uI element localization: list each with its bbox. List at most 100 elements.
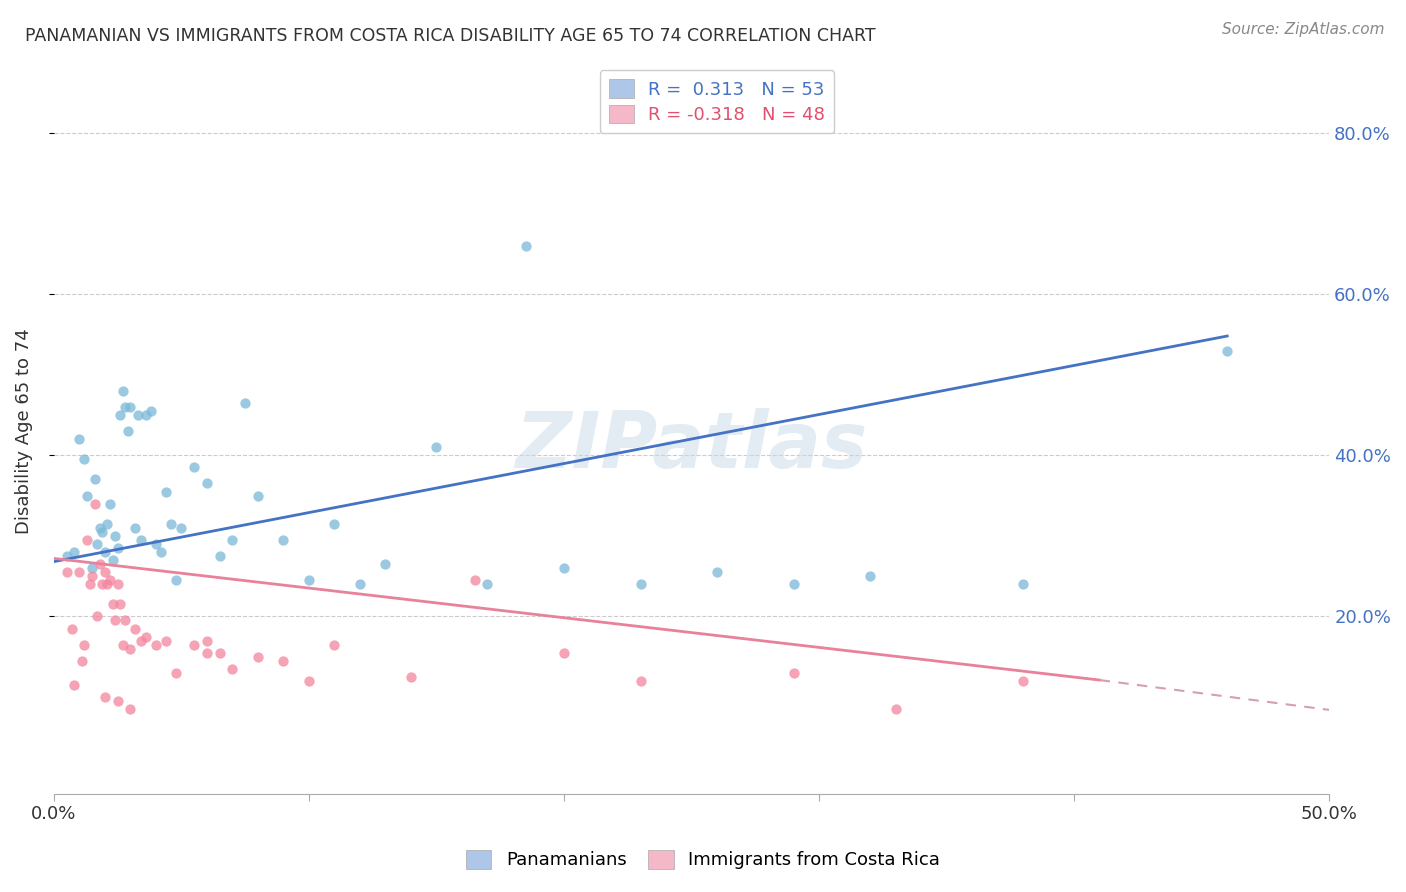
Point: [374, 557, 396, 571]
Point: [135, 630, 157, 644]
Point: [160, 516, 183, 531]
Point: [1216, 343, 1239, 358]
Point: [129, 633, 152, 648]
Point: [782, 577, 804, 591]
Point: [782, 665, 804, 680]
Point: [120, 400, 142, 414]
Point: [76, 533, 98, 547]
Point: [464, 573, 486, 587]
Point: [101, 553, 124, 567]
Point: [139, 404, 162, 418]
Point: [91, 524, 114, 539]
Point: [79, 577, 101, 591]
Point: [195, 646, 218, 660]
Point: [63, 545, 86, 559]
Point: [96, 516, 118, 531]
Point: [67, 432, 90, 446]
Point: [233, 396, 256, 410]
Point: [1012, 577, 1035, 591]
Point: [165, 573, 187, 587]
Y-axis label: Disability Age 65 to 74: Disability Age 65 to 74: [15, 328, 32, 534]
Legend: Panamanians, Immigrants from Costa Rica: Panamanians, Immigrants from Costa Rica: [457, 841, 949, 879]
Point: [323, 516, 346, 531]
Point: [155, 484, 177, 499]
Point: [208, 646, 231, 660]
Point: [120, 641, 142, 656]
Point: [135, 408, 157, 422]
Point: [273, 533, 295, 547]
Point: [82, 561, 104, 575]
Point: [94, 545, 117, 559]
Point: [859, 569, 882, 583]
Point: [149, 545, 172, 559]
Point: [145, 537, 167, 551]
Point: [70, 654, 93, 668]
Point: [98, 497, 121, 511]
Point: [246, 649, 269, 664]
Point: [89, 521, 111, 535]
Point: [114, 614, 136, 628]
Point: [63, 678, 86, 692]
Point: [83, 472, 105, 486]
Point: [111, 384, 134, 398]
Point: [76, 489, 98, 503]
Point: [221, 533, 243, 547]
Point: [706, 565, 728, 579]
Point: [107, 577, 129, 591]
Point: [108, 408, 131, 422]
Point: [630, 577, 652, 591]
Point: [94, 565, 117, 579]
Point: [165, 665, 187, 680]
Point: [515, 239, 537, 253]
Point: [114, 400, 136, 414]
Point: [83, 497, 105, 511]
Point: [323, 638, 346, 652]
Point: [98, 573, 121, 587]
Point: [129, 533, 152, 547]
Point: [107, 694, 129, 708]
Point: [89, 557, 111, 571]
Text: ZIPatlas: ZIPatlas: [516, 408, 868, 483]
Point: [195, 633, 218, 648]
Point: [82, 569, 104, 583]
Point: [107, 541, 129, 555]
Point: [124, 622, 146, 636]
Legend: R =  0.313   N = 53, R = -0.318   N = 48: R = 0.313 N = 53, R = -0.318 N = 48: [600, 70, 834, 134]
Point: [117, 424, 139, 438]
Point: [399, 670, 422, 684]
Point: [96, 577, 118, 591]
Point: [349, 577, 371, 591]
Point: [884, 702, 907, 716]
Point: [55, 565, 77, 579]
Point: [55, 549, 77, 563]
Text: Source: ZipAtlas.com: Source: ZipAtlas.com: [1222, 22, 1385, 37]
Point: [425, 440, 447, 454]
Point: [221, 662, 243, 676]
Point: [86, 537, 108, 551]
Point: [298, 573, 321, 587]
Point: [120, 702, 142, 716]
Point: [246, 489, 269, 503]
Point: [86, 609, 108, 624]
Point: [111, 638, 134, 652]
Point: [1012, 673, 1035, 688]
Point: [630, 673, 652, 688]
Point: [195, 476, 218, 491]
Point: [91, 577, 114, 591]
Point: [73, 452, 96, 467]
Point: [477, 577, 499, 591]
Point: [170, 521, 193, 535]
Text: PANAMANIAN VS IMMIGRANTS FROM COSTA RICA DISABILITY AGE 65 TO 74 CORRELATION CHA: PANAMANIAN VS IMMIGRANTS FROM COSTA RICA…: [25, 27, 876, 45]
Point: [553, 561, 575, 575]
Point: [155, 633, 177, 648]
Point: [124, 521, 146, 535]
Point: [145, 638, 167, 652]
Point: [104, 614, 127, 628]
Point: [553, 646, 575, 660]
Point: [208, 549, 231, 563]
Point: [108, 597, 131, 611]
Point: [127, 408, 149, 422]
Point: [183, 638, 205, 652]
Point: [298, 673, 321, 688]
Point: [94, 690, 117, 704]
